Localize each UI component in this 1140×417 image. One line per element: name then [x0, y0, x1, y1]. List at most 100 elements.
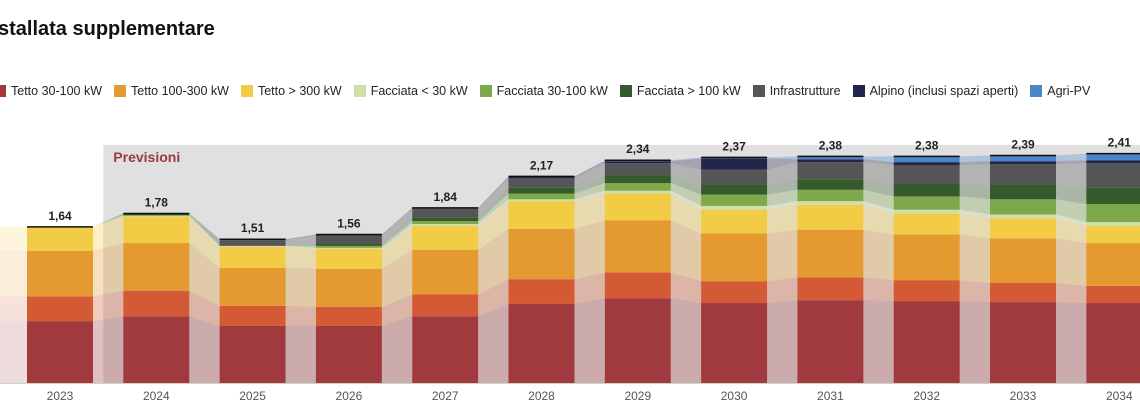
- bar-segment: [508, 176, 575, 179]
- connector-band: [285, 246, 316, 269]
- connector-band: [381, 221, 413, 248]
- bar-segment: [893, 156, 960, 163]
- connector-band: [574, 161, 605, 179]
- connector-band: [285, 267, 316, 307]
- connector-band: [959, 196, 990, 215]
- connector-band: [670, 183, 702, 206]
- connector-band: [189, 316, 220, 383]
- bar-total-label: 1,84: [434, 190, 458, 204]
- bar-total-label: 2,41: [1108, 136, 1132, 150]
- connector-band: [670, 157, 702, 162]
- bar-segment: [701, 194, 768, 206]
- connector-band: [959, 164, 990, 185]
- connector-band: [478, 193, 509, 225]
- connector-band: [0, 296, 27, 322]
- legend-swatch: [619, 85, 632, 97]
- bar-segment: [1086, 204, 1140, 223]
- bar-total-label: 2,38: [819, 138, 843, 152]
- connector-band: [478, 199, 509, 226]
- connector-band: [670, 193, 702, 234]
- connector-band: [0, 250, 27, 297]
- bar-segment: [508, 228, 575, 280]
- bar-total-label: 2,37: [722, 139, 746, 153]
- legend-item: Agri-PV: [1030, 84, 1090, 98]
- connector-band: [767, 179, 798, 195]
- x-tick-label: 2025: [239, 389, 266, 403]
- connector-band: [189, 213, 220, 246]
- bar-segment: [990, 238, 1056, 284]
- bar-segment: [412, 316, 479, 383]
- x-tick-label: 2027: [432, 389, 459, 403]
- connector-band: [1056, 283, 1087, 304]
- x-tick-label: 2030: [721, 389, 748, 403]
- legend-label: Alpino (inclusi spazi aperti): [869, 84, 1019, 98]
- bar-segment: [893, 164, 960, 185]
- connector-band: [574, 163, 605, 188]
- bar-segment: [27, 226, 93, 251]
- legend-label: Infrastrutture: [769, 84, 841, 98]
- connector-band: [478, 201, 509, 250]
- connector-band: [574, 298, 605, 383]
- connector-band: [959, 161, 990, 165]
- bar-segment: [1086, 222, 1140, 226]
- connector-band: [863, 204, 894, 235]
- bar-segment: [797, 300, 864, 383]
- connector-band: [959, 234, 990, 284]
- bar-segment: [1086, 153, 1140, 161]
- bar-segment: [508, 303, 575, 383]
- bar-segment: [508, 199, 575, 202]
- legend-swatch: [353, 85, 366, 97]
- legend-swatch: [0, 85, 6, 97]
- connector-band: [767, 277, 798, 304]
- legend-item: Facciata > 100 kW: [619, 84, 741, 98]
- bar-segment: [315, 325, 382, 383]
- bar-segment: [412, 217, 479, 222]
- bar-segment: [797, 162, 864, 180]
- legend-swatch: [752, 85, 765, 97]
- bar-segment: [893, 213, 960, 235]
- bar-segment: [123, 215, 190, 217]
- connector-band: [863, 156, 894, 163]
- connector-band: [189, 213, 220, 246]
- connector-band: [574, 193, 605, 229]
- connector-band: [189, 290, 220, 326]
- legend: Tetto 30-100 kW Tetto 100-300 kW Tetto > 3…: [0, 82, 1102, 100]
- bar-segment: [123, 316, 190, 383]
- bar-segment: [1086, 285, 1140, 304]
- connector-band: [959, 155, 990, 163]
- connector-band: [189, 213, 220, 241]
- connector-band: [767, 189, 798, 206]
- connector-band: [1056, 199, 1087, 223]
- connector-band: [0, 226, 27, 251]
- bar-segment: [604, 190, 671, 194]
- bar-segment: [797, 156, 864, 160]
- legend-swatch: [1030, 85, 1043, 97]
- legend-swatch: [852, 85, 865, 97]
- bar-segment: [412, 225, 479, 250]
- bar-segment: [123, 216, 190, 244]
- connector-band: [670, 298, 702, 383]
- bar-segment: [893, 209, 960, 214]
- connector-band: [959, 301, 990, 383]
- connector-band: [767, 300, 798, 383]
- bar-total-label: 1,78: [145, 196, 169, 210]
- bar-segment: [990, 283, 1056, 303]
- bar-segment: [1086, 163, 1140, 188]
- bar-segment: [1086, 187, 1140, 205]
- chart-title: stallata supplementare: [0, 18, 215, 40]
- x-tick-label: 2029: [624, 389, 651, 403]
- connector-band: [285, 234, 316, 241]
- connector-band: [863, 229, 894, 281]
- connector-band: [670, 163, 702, 185]
- bar-total-label: 2,38: [915, 138, 939, 152]
- connector-band: [767, 204, 798, 234]
- connector-band: [767, 201, 798, 210]
- x-tick-label: 2034: [1106, 389, 1133, 403]
- bar-segment: [604, 163, 671, 176]
- x-tick-label: 2032: [913, 389, 940, 403]
- connector-band: [478, 303, 509, 383]
- bar-segment: [219, 305, 286, 326]
- bar-segment: [990, 214, 1056, 219]
- bar-segment: [893, 184, 960, 197]
- connector-band: [1056, 184, 1087, 205]
